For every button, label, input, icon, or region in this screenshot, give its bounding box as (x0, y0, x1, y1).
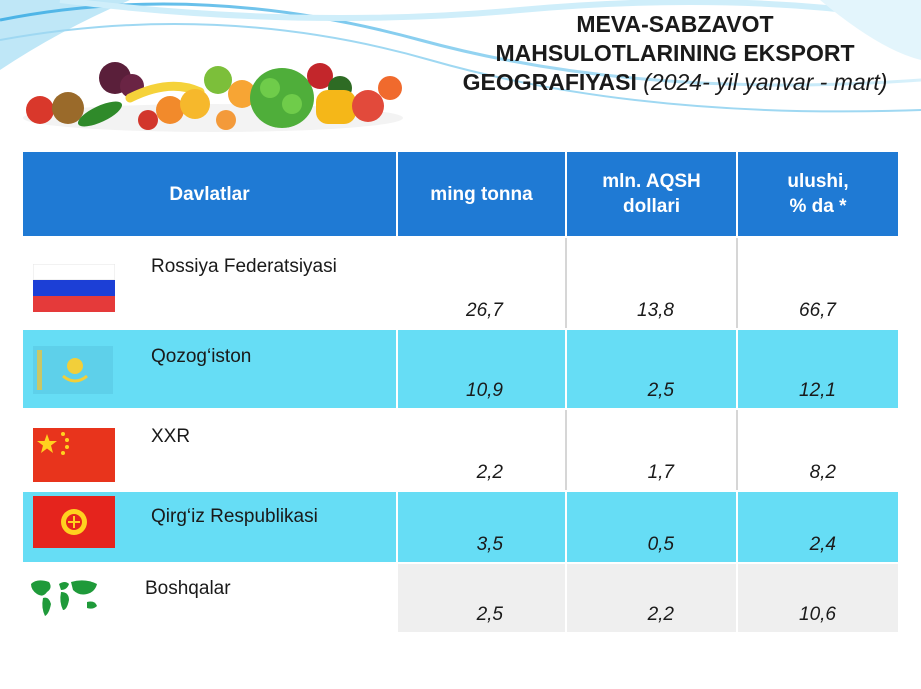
world-map-icon (27, 576, 103, 618)
header-share: ulushi,% da * (737, 152, 898, 238)
title-period: (2024- yil yanvar - mart) (643, 69, 888, 95)
country-name: Rossiya Federatsiyasi (151, 256, 337, 277)
country-cell: Qirg‘iz Respublikasi (23, 491, 398, 564)
kyrgyzstan-flag-icon (33, 496, 115, 548)
table-row: Qozog‘iston 10,9 2,5 12,1 (23, 329, 898, 410)
share-value: 2,4 (737, 491, 898, 564)
usd-value: 2,2 (566, 563, 738, 634)
table-row: XXR 2,2 1,7 8,2 (23, 409, 898, 492)
header-country: Davlatlar (23, 152, 398, 238)
table-header-row: Davlatlar ming tonna mln. AQSH dollari ul… (23, 152, 898, 238)
country-name: Qozog‘iston (151, 346, 252, 367)
table-row: Qirg‘iz Respublikasi 3,5 0,5 2,4 (23, 491, 898, 564)
page-title: MEVA-SABZAVOT MAHSULOTLARINING EKSPORT G… (440, 10, 910, 97)
tonnes-value: 3,5 (397, 491, 567, 564)
decorative-wave-background (0, 0, 921, 113)
usd-value: 13,8 (566, 237, 738, 330)
share-value: 8,2 (737, 409, 898, 492)
share-value: 12,1 (737, 329, 898, 410)
title-line-2: MAHSULOTLARINING EKSPORT (495, 40, 855, 66)
tonnes-value: 26,7 (397, 237, 567, 330)
russia-flag-icon (33, 264, 115, 312)
country-name: XXR (151, 426, 191, 447)
country-cell: XXR (23, 409, 398, 492)
header-tonnes: ming tonna (397, 152, 567, 238)
country-cell: Boshqalar (23, 563, 398, 634)
usd-value: 2,5 (566, 329, 738, 410)
table-row: Boshqalar 2,5 2,2 10,6 (23, 563, 898, 634)
header-usd: mln. AQSH dollari (566, 152, 738, 238)
share-value: 66,7 (737, 237, 898, 330)
china-flag-icon (33, 428, 115, 482)
fruits-vegetables-illustration (23, 62, 403, 132)
table-row: Rossiya Federatsiyasi 26,7 13,8 66,7 (23, 237, 898, 330)
usd-value: 1,7 (566, 409, 738, 492)
country-cell: Qozog‘iston (23, 329, 398, 410)
tonnes-value: 2,5 (397, 563, 567, 634)
title-line-3: GEOGRAFIYASI (2024- yil yanvar - mart) (440, 68, 910, 97)
country-cell: Rossiya Federatsiyasi (23, 237, 398, 330)
country-name: Boshqalar (145, 578, 231, 599)
usd-value: 0,5 (566, 491, 738, 564)
share-value: 10,6 (737, 563, 898, 634)
country-name: Qirg‘iz Respublikasi (151, 506, 318, 527)
tonnes-value: 10,9 (397, 329, 567, 410)
title-line-1: MEVA-SABZAVOT (576, 11, 774, 37)
title-geografiyasi: GEOGRAFIYASI (462, 69, 637, 95)
export-geography-table: Davlatlar ming tonna mln. AQSH dollari ul… (23, 152, 898, 634)
tonnes-value: 2,2 (397, 409, 567, 492)
kazakhstan-flag-icon (33, 346, 113, 394)
